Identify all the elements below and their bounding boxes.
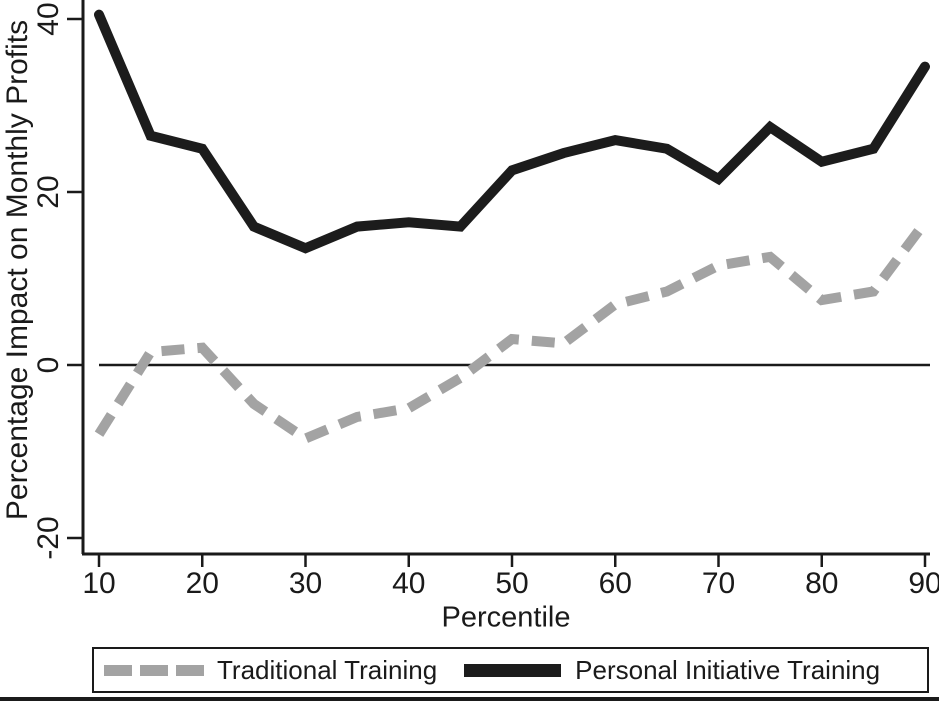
legend-box: Traditional Training Personal Initiative… [92, 647, 929, 693]
x-tick-label: 10 [82, 567, 116, 600]
x-tick-label: 30 [288, 567, 323, 600]
legend-item-traditional-training: Traditional Training [104, 655, 437, 686]
legend-item-personal-initiative-training: Personal Initiative Training [437, 655, 880, 686]
series-line-traditional-training [94, 219, 930, 445]
window-bottom-edge [0, 697, 939, 701]
dash-segment [140, 664, 168, 676]
dashed-line-swatch [104, 664, 204, 676]
x-tick-label: 70 [701, 567, 736, 600]
series-line-personal-initiative-training [94, 9, 930, 254]
dash-segment [176, 664, 204, 676]
y-tick-label: -20 [32, 516, 65, 560]
legend-label-traditional-training: Traditional Training [217, 654, 438, 685]
y-tick-label: 20 [32, 175, 65, 209]
x-axis-title: Percentile [441, 601, 571, 634]
x-tick-label: 20 [185, 567, 219, 600]
legend-label-personal-initiative-training: Personal Initiative Training [575, 654, 881, 685]
y-tick-label: 40 [32, 2, 65, 36]
x-tick-label: 80 [805, 567, 839, 600]
x-tick-label: 60 [598, 567, 632, 600]
dash-segment [104, 664, 132, 676]
solid-line-swatch [464, 663, 562, 677]
plot-area [67, 0, 930, 567]
y-tick-label: 0 [32, 356, 65, 374]
y-axis-title: Percentage Impact on Monthly Profits [1, 19, 34, 521]
x-tick-label: 40 [392, 567, 426, 600]
x-tick-label: 50 [495, 567, 529, 600]
x-tick-label: 90 [908, 567, 939, 600]
